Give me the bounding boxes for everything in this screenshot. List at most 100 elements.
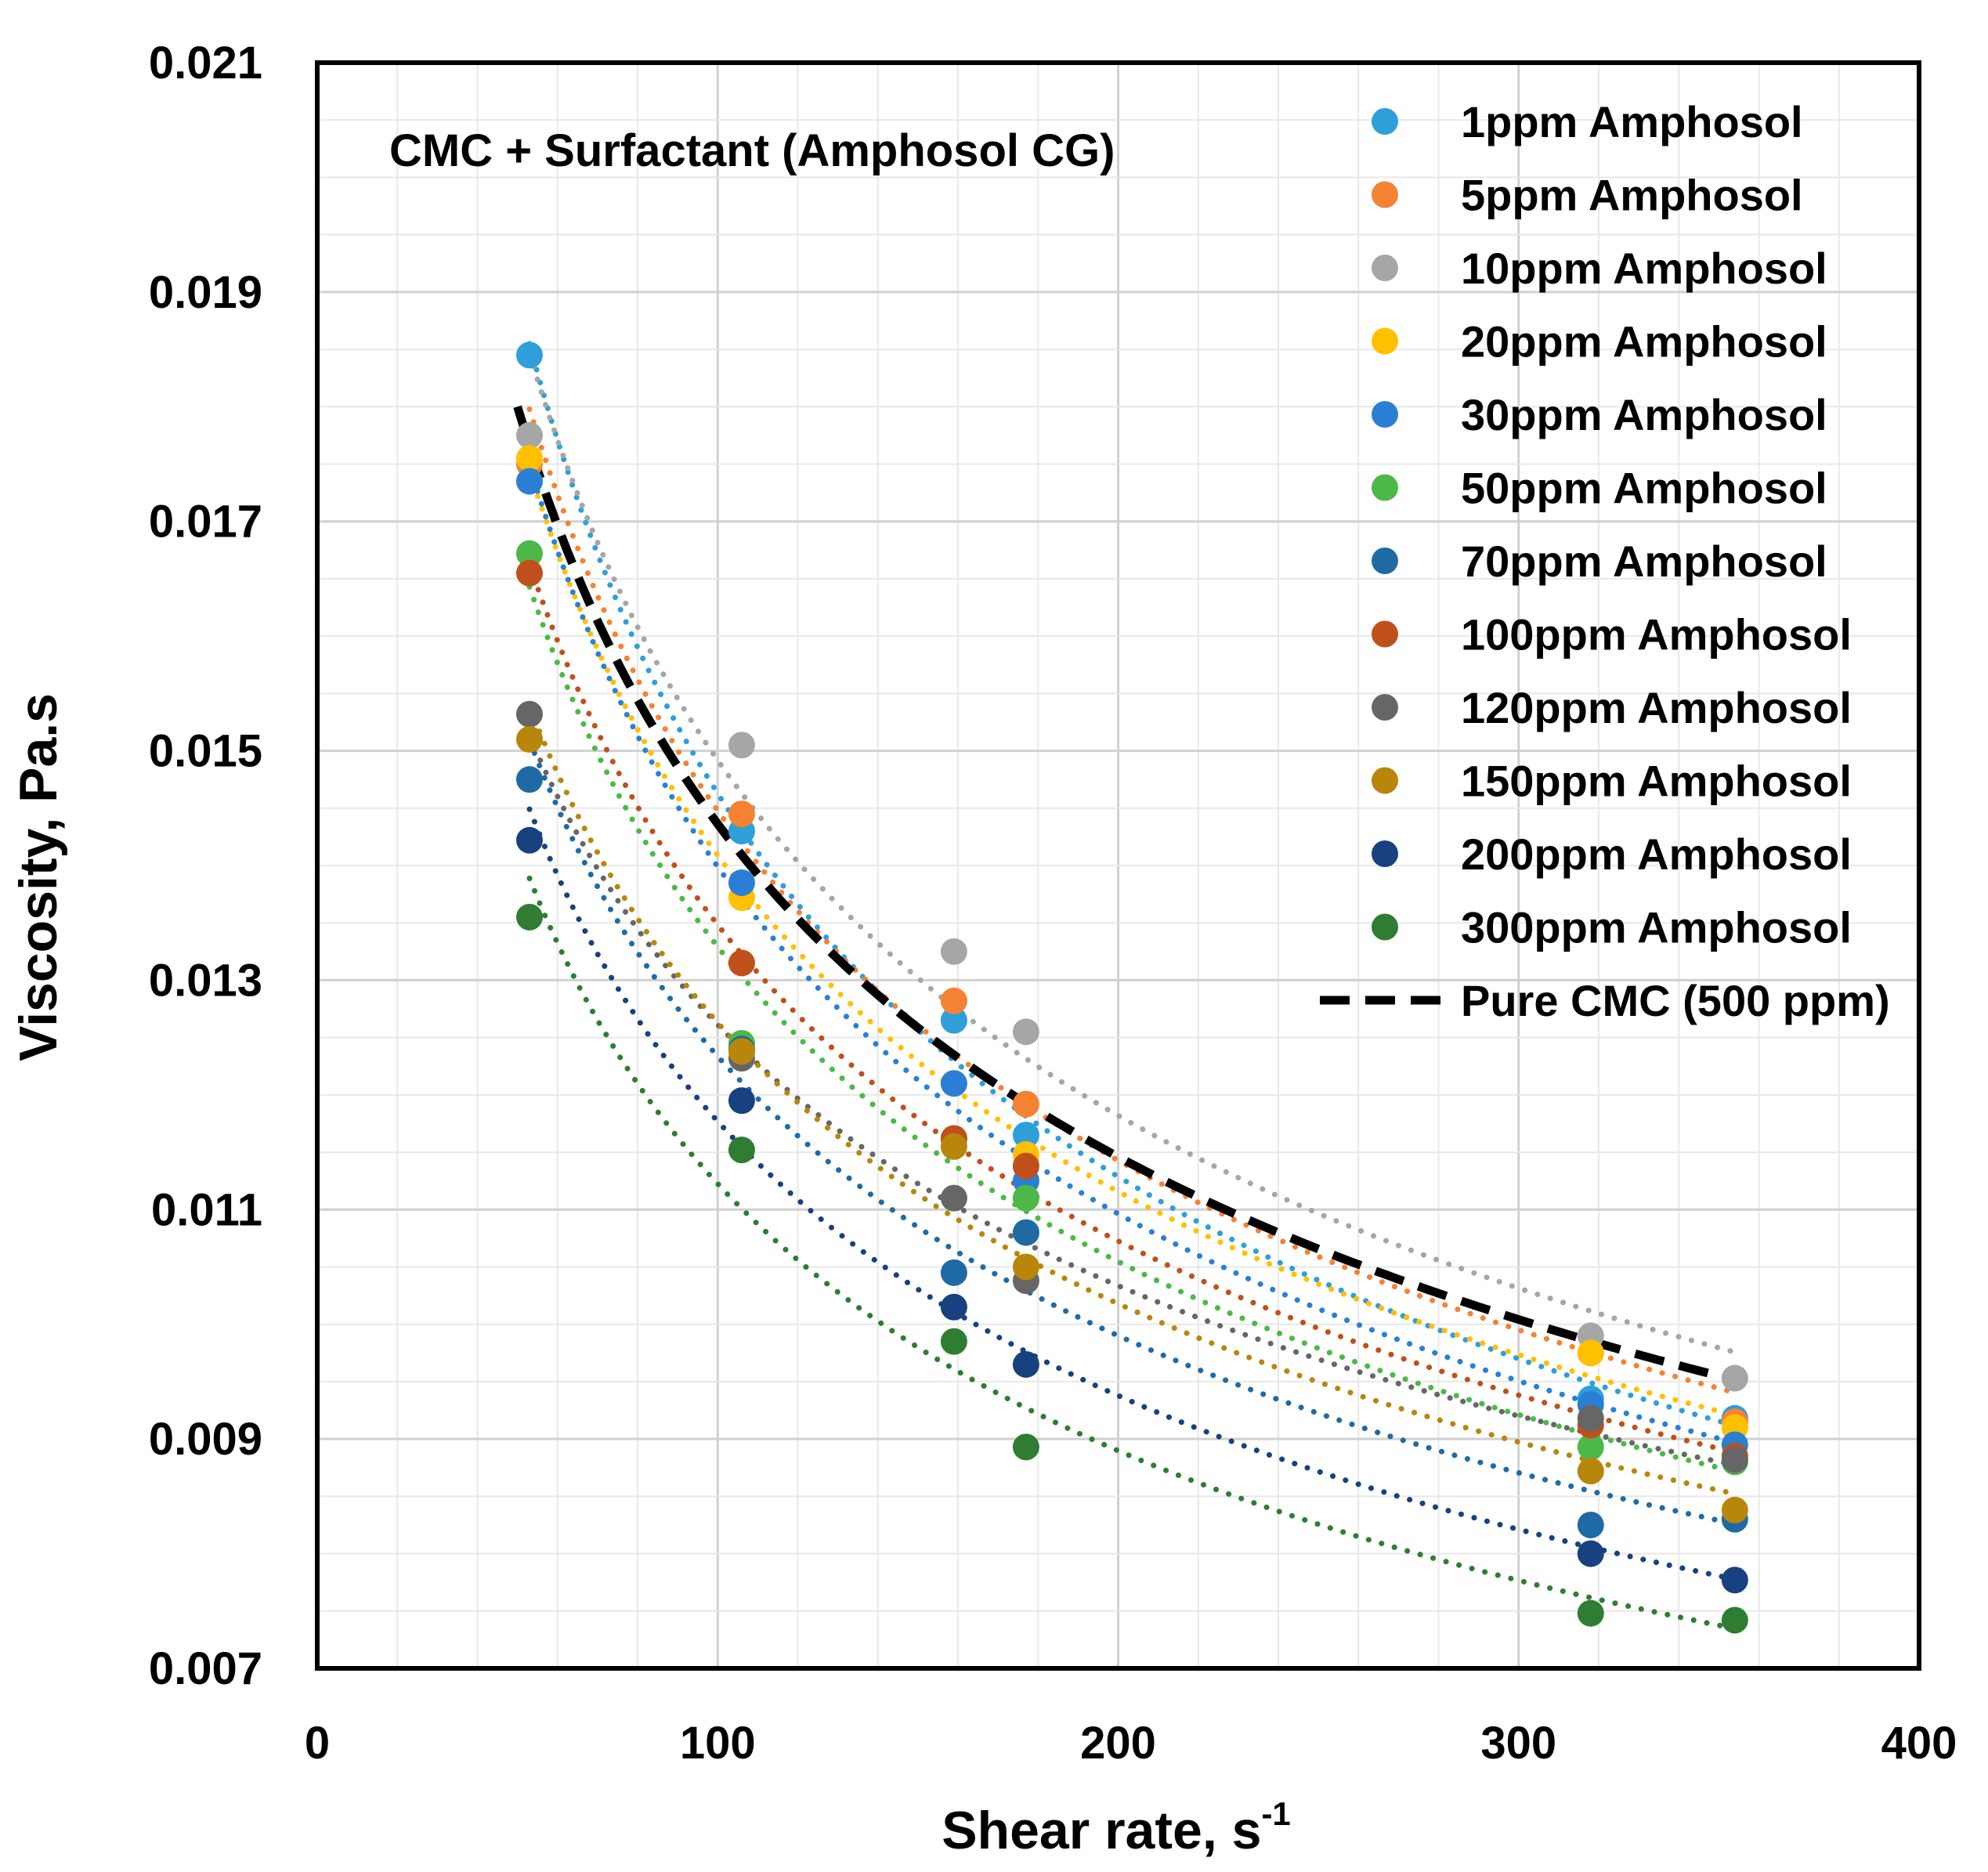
x-tick-label: 400	[1881, 1718, 1957, 1769]
data-point	[515, 725, 543, 753]
trend-line-10	[526, 703, 1738, 1497]
legend-swatch	[1372, 694, 1398, 721]
data-point	[1012, 1122, 1039, 1149]
data-points	[515, 342, 1748, 1634]
legend-item: 300ppm Amphosol	[1372, 903, 1852, 952]
legend-item: 120ppm Amphosol	[1372, 683, 1852, 732]
data-point	[940, 1070, 967, 1097]
data-point	[515, 559, 543, 587]
data-point	[728, 1087, 755, 1115]
y-tick-label: 0.011	[151, 1184, 262, 1235]
data-point	[940, 1293, 967, 1321]
legend-label: 10ppm Amphosol	[1461, 244, 1827, 293]
legend-item: 20ppm Amphosol	[1372, 317, 1827, 367]
legend-item: 1ppm Amphosol	[1372, 97, 1803, 146]
data-point	[940, 987, 967, 1014]
data-point	[1721, 1606, 1748, 1634]
legend-item: Pure CMC (500 ppm)	[1320, 976, 1890, 1025]
data-point	[1577, 1599, 1604, 1627]
legend-item: 5ppm Amphosol	[1372, 171, 1803, 220]
legend-swatch	[1372, 474, 1398, 501]
legend-swatch	[1372, 401, 1398, 428]
data-point	[1721, 1446, 1748, 1473]
legend-swatch	[1372, 840, 1398, 867]
tick-labels: 0 100 200 300 400 0.007 0.009 0.011 0.013 0.015 0.…	[149, 38, 1957, 1769]
data-point	[728, 949, 755, 977]
trend-line-11	[526, 806, 1738, 1582]
legend-item: 30ppm Amphosol	[1372, 390, 1827, 439]
legend-item: 50ppm Amphosol	[1372, 464, 1827, 513]
data-point	[1012, 1184, 1039, 1212]
legend-label: 120ppm Amphosol	[1461, 683, 1852, 732]
legend: 1ppm Amphosol 5ppm Amphosol 10ppm Amphosol…	[1320, 97, 1890, 1025]
y-tick-label: 0.021	[149, 38, 262, 89]
data-point	[1012, 1219, 1039, 1246]
data-point	[515, 421, 543, 449]
legend-label: 30ppm Amphosol	[1461, 390, 1827, 439]
y-tick-label: 0.019	[149, 267, 262, 318]
data-point	[940, 1133, 967, 1160]
data-point	[515, 766, 543, 793]
legend-swatch	[1372, 548, 1398, 574]
y-tick-label: 0.015	[149, 726, 262, 777]
legend-label: 20ppm Amphosol	[1461, 317, 1827, 367]
trend-line-8	[526, 562, 1738, 1455]
data-point	[728, 1137, 755, 1164]
legend-swatch	[1372, 767, 1398, 794]
data-point	[940, 1259, 967, 1286]
legend-item: 200ppm Amphosol	[1372, 829, 1852, 879]
legend-label: 1ppm Amphosol	[1461, 97, 1803, 146]
legend-item: 150ppm Amphosol	[1372, 757, 1852, 806]
data-point	[728, 869, 755, 896]
y-axis-label: Viscosity, Pa.s	[9, 693, 68, 1061]
trend-line-4	[526, 468, 1738, 1418]
data-point	[515, 903, 543, 931]
data-point	[1577, 1433, 1604, 1461]
data-point	[1577, 1404, 1604, 1432]
data-point	[1721, 1496, 1748, 1523]
data-point	[940, 938, 967, 965]
trend-line-3	[526, 351, 1738, 1355]
legend-item: 100ppm Amphosol	[1372, 610, 1852, 660]
data-point	[515, 700, 543, 728]
annotation-title: CMC + Surfactant (Amphosol CG)	[389, 125, 1115, 176]
data-point	[728, 800, 755, 828]
legend-swatch	[1372, 108, 1398, 135]
legend-label: 5ppm Amphosol	[1461, 171, 1803, 220]
data-point	[515, 540, 543, 567]
x-axis-label: Shear rate, s-1	[942, 1795, 1291, 1860]
legend-label: 150ppm Amphosol	[1461, 757, 1852, 806]
data-point	[1012, 1090, 1039, 1118]
data-point	[1721, 1567, 1748, 1594]
data-point	[1721, 1364, 1748, 1392]
data-point	[1577, 1339, 1604, 1367]
data-point	[515, 342, 543, 369]
data-point	[940, 1006, 967, 1034]
legend-item: 70ppm Amphosol	[1372, 537, 1827, 586]
legend-swatch	[1372, 255, 1398, 281]
data-point	[515, 468, 543, 495]
legend-label: Pure CMC (500 ppm)	[1461, 976, 1890, 1025]
y-tick-label: 0.009	[149, 1414, 262, 1465]
data-point	[728, 732, 755, 759]
y-tick-label: 0.013	[149, 955, 262, 1006]
y-tick-label: 0.017	[149, 497, 262, 548]
x-tick-label: 0	[305, 1718, 330, 1769]
data-point	[1012, 1350, 1039, 1378]
legend-label: 50ppm Amphosol	[1461, 464, 1827, 513]
data-point	[1012, 1433, 1039, 1461]
trend-line-13	[513, 405, 1720, 1380]
legend-swatch	[1372, 181, 1398, 208]
legend-item: 10ppm Amphosol	[1372, 244, 1827, 293]
legend-swatch	[1372, 327, 1398, 355]
data-point	[1577, 1511, 1604, 1538]
data-point	[515, 445, 543, 472]
data-point	[728, 1038, 755, 1065]
data-point	[515, 826, 543, 854]
data-point	[1577, 1540, 1604, 1567]
data-point	[940, 1184, 967, 1212]
legend-swatch	[1372, 913, 1398, 941]
plot-frame	[315, 60, 1921, 1671]
legend-label: 70ppm Amphosol	[1461, 537, 1827, 586]
